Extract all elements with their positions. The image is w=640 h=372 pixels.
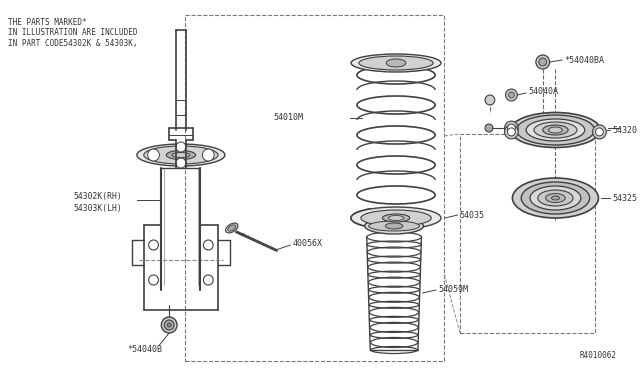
Circle shape (504, 125, 518, 139)
Circle shape (176, 158, 186, 168)
Ellipse shape (516, 115, 595, 145)
Ellipse shape (526, 119, 585, 141)
Ellipse shape (351, 207, 441, 229)
Circle shape (504, 121, 518, 135)
Bar (460, 134, 595, 333)
Ellipse shape (511, 112, 600, 148)
Circle shape (539, 58, 547, 66)
Bar (184, 15, 444, 361)
Ellipse shape (144, 146, 218, 164)
Ellipse shape (530, 186, 581, 210)
Circle shape (506, 89, 517, 101)
Ellipse shape (387, 59, 406, 67)
Text: 54059M: 54059M (438, 285, 468, 295)
Ellipse shape (552, 196, 559, 200)
Ellipse shape (172, 153, 189, 157)
Ellipse shape (369, 221, 419, 231)
Ellipse shape (359, 56, 433, 70)
Text: 54040A: 54040A (528, 87, 558, 96)
Text: 54320: 54320 (612, 125, 637, 135)
Text: *54040B: *54040B (127, 346, 162, 355)
Ellipse shape (521, 182, 589, 214)
Circle shape (485, 95, 495, 105)
Ellipse shape (388, 215, 404, 221)
Ellipse shape (137, 144, 225, 166)
Text: 54010M: 54010M (274, 112, 304, 122)
Text: 54035: 54035 (460, 211, 484, 219)
Circle shape (204, 275, 213, 285)
Text: 54303K(LH): 54303K(LH) (74, 203, 122, 212)
Ellipse shape (546, 193, 565, 202)
Circle shape (148, 275, 159, 285)
Circle shape (204, 240, 213, 250)
Ellipse shape (385, 223, 403, 229)
Circle shape (508, 124, 515, 132)
Circle shape (536, 55, 550, 69)
Ellipse shape (382, 214, 410, 222)
Circle shape (164, 320, 174, 330)
Ellipse shape (513, 178, 598, 218)
Ellipse shape (225, 223, 238, 233)
Text: 40056X: 40056X (292, 238, 323, 247)
Circle shape (148, 240, 159, 250)
Text: R4010062: R4010062 (579, 351, 616, 360)
Circle shape (202, 149, 214, 161)
Ellipse shape (361, 210, 431, 226)
Circle shape (508, 128, 515, 136)
Ellipse shape (166, 151, 196, 160)
Circle shape (167, 323, 171, 327)
Circle shape (509, 92, 515, 98)
Ellipse shape (543, 125, 568, 135)
Circle shape (596, 128, 604, 136)
Ellipse shape (228, 225, 236, 231)
Ellipse shape (534, 122, 577, 138)
Circle shape (161, 317, 177, 333)
Text: 54302K(RH): 54302K(RH) (74, 192, 122, 201)
Ellipse shape (548, 127, 563, 133)
Circle shape (485, 124, 493, 132)
Text: THE PARTS MARKED*
IN ILLUSTRATION ARE INCLUDED
IN PART CODE54302K & 54303K,: THE PARTS MARKED* IN ILLUSTRATION ARE IN… (8, 18, 138, 48)
Ellipse shape (351, 54, 441, 72)
Ellipse shape (365, 218, 424, 234)
Text: *54040BA: *54040BA (564, 55, 604, 64)
Circle shape (148, 149, 159, 161)
Text: 54325: 54325 (612, 193, 637, 202)
Circle shape (176, 142, 186, 152)
Ellipse shape (538, 190, 573, 206)
Circle shape (593, 125, 606, 139)
